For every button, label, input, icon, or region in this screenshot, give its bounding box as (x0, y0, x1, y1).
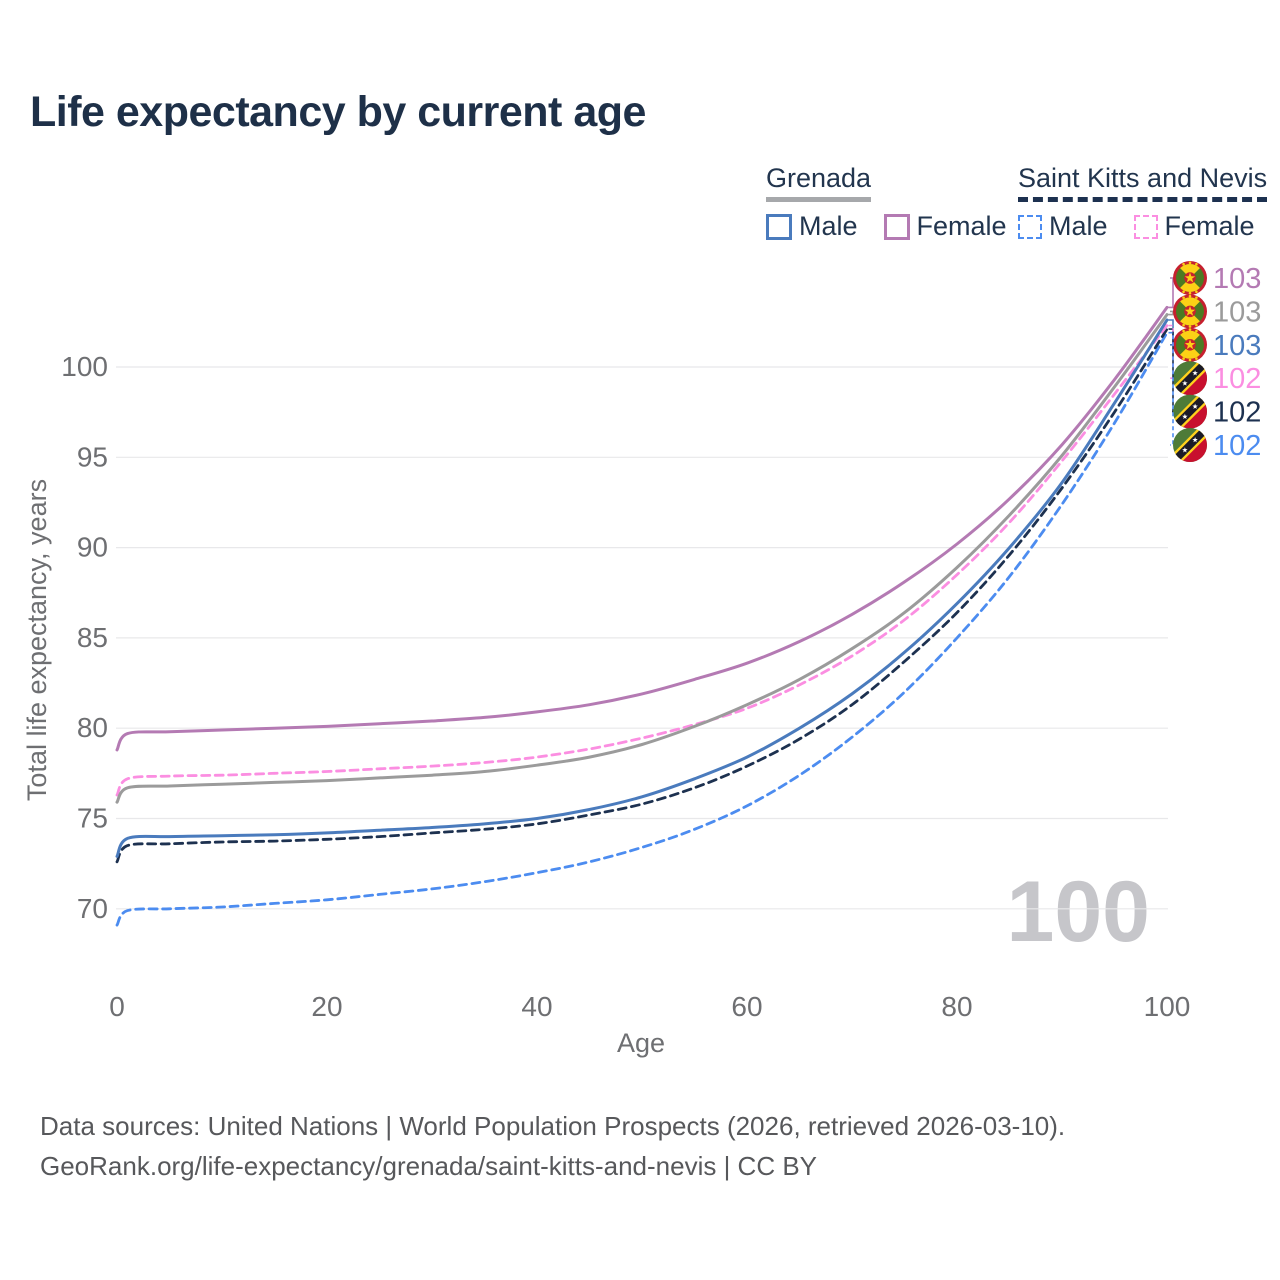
flag-saint-kitts-and-nevis-icon (1173, 361, 1207, 396)
footer: Data sources: United Nations | World Pop… (40, 1106, 1065, 1186)
x-tick-label-100: 100 (1144, 991, 1191, 1022)
x-tick-label-80: 80 (941, 991, 972, 1022)
legend-group-grenada: Grenada Male Female (766, 163, 1007, 242)
y-tick-label-70: 70 (77, 893, 108, 924)
footer-attribution: GeoRank.org/life-expectancy/grenada/sain… (40, 1151, 818, 1181)
end-label-group-saint-kitts-and-nevis-male: 102 (1173, 428, 1261, 462)
end-label-group-saint-kitts-and-nevis-female: 102 (1173, 361, 1261, 396)
end-label-leader-grenada-both (1168, 310, 1174, 316)
end-value-label-grenada-male: 103 (1213, 330, 1261, 362)
page-title: Life expectancy by current age (30, 88, 646, 136)
end-value-label-grenada-both: 103 (1213, 296, 1261, 328)
series-line-grenada-female[interactable] (115, 305, 1169, 752)
legend-item-skn-female[interactable]: Female (1133, 211, 1255, 242)
flag-saint-kitts-and-nevis-icon (1173, 394, 1207, 429)
series-line-grenada-both[interactable] (115, 313, 1169, 804)
y-tick-label-80: 80 (77, 712, 108, 743)
end-label-group-saint-kitts-and-nevis-both: 102 (1173, 394, 1261, 429)
x-tick-label-60: 60 (731, 991, 762, 1022)
legend-country-grenada[interactable]: Grenada (766, 163, 872, 202)
end-label-group-grenada-both: 103 (1173, 294, 1261, 329)
age-watermark: 100 (1007, 864, 1151, 960)
skn-male-swatch-icon (1018, 214, 1042, 239)
y-tick-label-95: 95 (77, 441, 108, 472)
end-label-group-grenada-male: 103 (1173, 327, 1261, 362)
y-axis-title: Total life expectancy, years (22, 479, 52, 801)
series-line-saint-kitts-and-nevis-female[interactable] (115, 324, 1169, 797)
legend-item-grenada-male[interactable]: Male (766, 211, 858, 242)
flag-grenada-icon (1173, 261, 1207, 295)
x-axis-title: Age (617, 1028, 665, 1058)
x-tick-label-40: 40 (521, 991, 552, 1022)
legend-item-label: Female (1164, 211, 1255, 241)
end-label-group-grenada-female: 103 (1173, 261, 1261, 295)
flag-grenada-icon (1173, 327, 1207, 362)
x-tick-label-0: 0 (109, 991, 125, 1022)
skn-female-swatch-icon (1133, 214, 1158, 239)
end-value-label-saint-kitts-and-nevis-male: 102 (1213, 430, 1261, 462)
end-value-label-grenada-female: 103 (1213, 263, 1261, 295)
series-line-saint-kitts-and-nevis-male[interactable] (115, 331, 1169, 927)
flag-grenada-icon (1173, 294, 1207, 329)
legend-group-saint-kitts-and-nevis: Saint Kitts and Nevis Male Female (1018, 163, 1268, 242)
end-label-leader-saint-kitts-and-nevis-male (1168, 331, 1174, 446)
end-value-label-saint-kitts-and-nevis-both: 102 (1213, 397, 1261, 429)
y-tick-label-75: 75 (77, 803, 108, 834)
series-line-grenada-male[interactable] (115, 318, 1169, 858)
y-tick-label-100: 100 (61, 351, 108, 382)
legend-country-saint-kitts-and-nevis[interactable]: Saint Kitts and Nevis (1018, 163, 1268, 202)
x-tick-label-20: 20 (311, 991, 342, 1022)
footer-data-sources: Data sources: United Nations | World Pop… (40, 1111, 1066, 1141)
legend-item-label: Male (799, 211, 858, 241)
flag-saint-kitts-and-nevis-icon (1173, 428, 1207, 462)
y-tick-label-85: 85 (77, 622, 108, 653)
legend-item-skn-male[interactable]: Male (1018, 211, 1108, 242)
series-line-saint-kitts-and-nevis-both[interactable] (115, 327, 1169, 864)
grenada-male-swatch-icon (766, 213, 792, 240)
legend-item-label: Female (916, 211, 1007, 241)
y-tick-label-90: 90 (77, 532, 108, 563)
legend-item-label: Male (1049, 211, 1108, 241)
grenada-female-swatch-icon (883, 213, 910, 240)
end-label-leader-grenada-female (1168, 277, 1174, 309)
end-value-label-saint-kitts-and-nevis-female: 102 (1213, 363, 1261, 395)
legend-item-grenada-female[interactable]: Female (883, 211, 1007, 242)
